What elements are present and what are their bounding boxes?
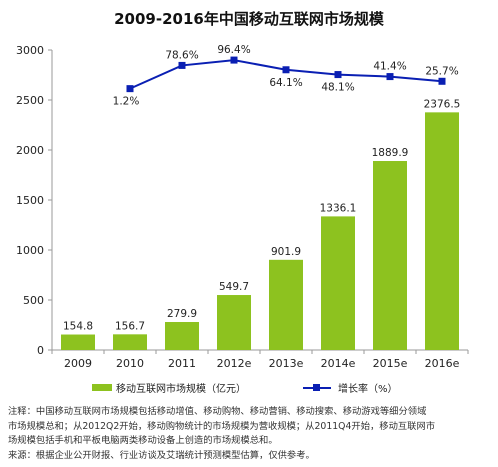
- legend-line-label: 增长率（%）: [338, 384, 398, 395]
- bar-value-label: 1889.9: [372, 147, 409, 159]
- growth-point: [386, 73, 394, 81]
- bar-value-label: 2376.5: [424, 98, 461, 110]
- x-tick-label: 2015e: [373, 357, 408, 370]
- x-tick-label: 2012e: [217, 357, 252, 370]
- footnote: 注释：中国移动互联网市场规模包括移动增值、移动购物、移动营销、移动搜索、移动游戏…: [8, 405, 493, 463]
- bar: [217, 295, 251, 350]
- bar-value-label: 156.7: [115, 320, 145, 332]
- bar-value-label: 154.8: [63, 321, 93, 333]
- growth-value-label: 48.1%: [321, 82, 354, 94]
- bar: [373, 161, 407, 350]
- legend: 移动互联网市场规模（亿元） 增长率（%）: [0, 380, 498, 396]
- y-tick-label: 3000: [16, 44, 44, 57]
- footnote-line: 注释：中国移动互联网市场规模包括移动增值、移动购物、移动营销、移动搜索、移动游戏…: [8, 406, 427, 417]
- bar-value-label: 279.9: [167, 308, 197, 320]
- legend-bar-label: 移动互联网市场规模（亿元）: [116, 384, 246, 395]
- y-tick-label: 500: [23, 294, 44, 307]
- x-tick-label: 2016e: [425, 357, 460, 370]
- x-tick-label: 2014e: [321, 357, 356, 370]
- bar: [61, 334, 95, 350]
- bar-value-label: 901.9: [271, 246, 301, 258]
- source-line: 来源：根据企业公开财报、行业访谈及艾瑞统计预测模型估算，仅供参考。: [8, 449, 315, 461]
- x-tick-label: 2013e: [269, 357, 304, 370]
- bar-value-label: 549.7: [219, 281, 249, 293]
- legend-line-marker: [313, 384, 320, 391]
- y-tick-label: 1500: [16, 194, 44, 207]
- bar: [425, 112, 459, 350]
- growth-value-label: 96.4%: [217, 44, 250, 56]
- y-tick-label: 2500: [16, 94, 44, 107]
- bar: [165, 322, 199, 350]
- bar-value-label: 1336.1: [320, 202, 357, 214]
- bar: [113, 334, 147, 350]
- growth-value-label: 78.6%: [165, 49, 198, 61]
- growth-point: [230, 56, 238, 64]
- growth-point: [126, 85, 134, 93]
- legend-bar-swatch: [92, 384, 112, 391]
- bar: [269, 259, 303, 350]
- growth-point: [334, 71, 342, 79]
- y-tick-label: 0: [37, 344, 44, 357]
- x-tick-label: 2011: [168, 357, 196, 370]
- growth-point: [178, 61, 186, 69]
- footnote-line: 市场规模总和；从2012Q2开始，移动购物统计的市场规模为营收规模；从2011Q…: [8, 420, 436, 432]
- growth-point: [438, 77, 446, 85]
- bar: [321, 216, 355, 350]
- x-tick-label: 2010: [116, 357, 144, 370]
- growth-point: [282, 66, 290, 74]
- y-tick-label: 1000: [16, 244, 44, 257]
- footnote-line: 场规模包括手机和平板电脑两类移动设备上创造的市场规模总和。: [8, 435, 278, 446]
- growth-value-label: 1.2%: [113, 96, 140, 108]
- growth-value-label: 41.4%: [373, 61, 406, 73]
- y-tick-label: 2000: [16, 144, 44, 157]
- chart-title: 2009-2016年中国移动互联网市场规模: [114, 10, 384, 28]
- x-tick-label: 2009: [64, 357, 92, 370]
- growth-value-label: 25.7%: [425, 65, 458, 77]
- growth-value-label: 64.1%: [269, 77, 302, 89]
